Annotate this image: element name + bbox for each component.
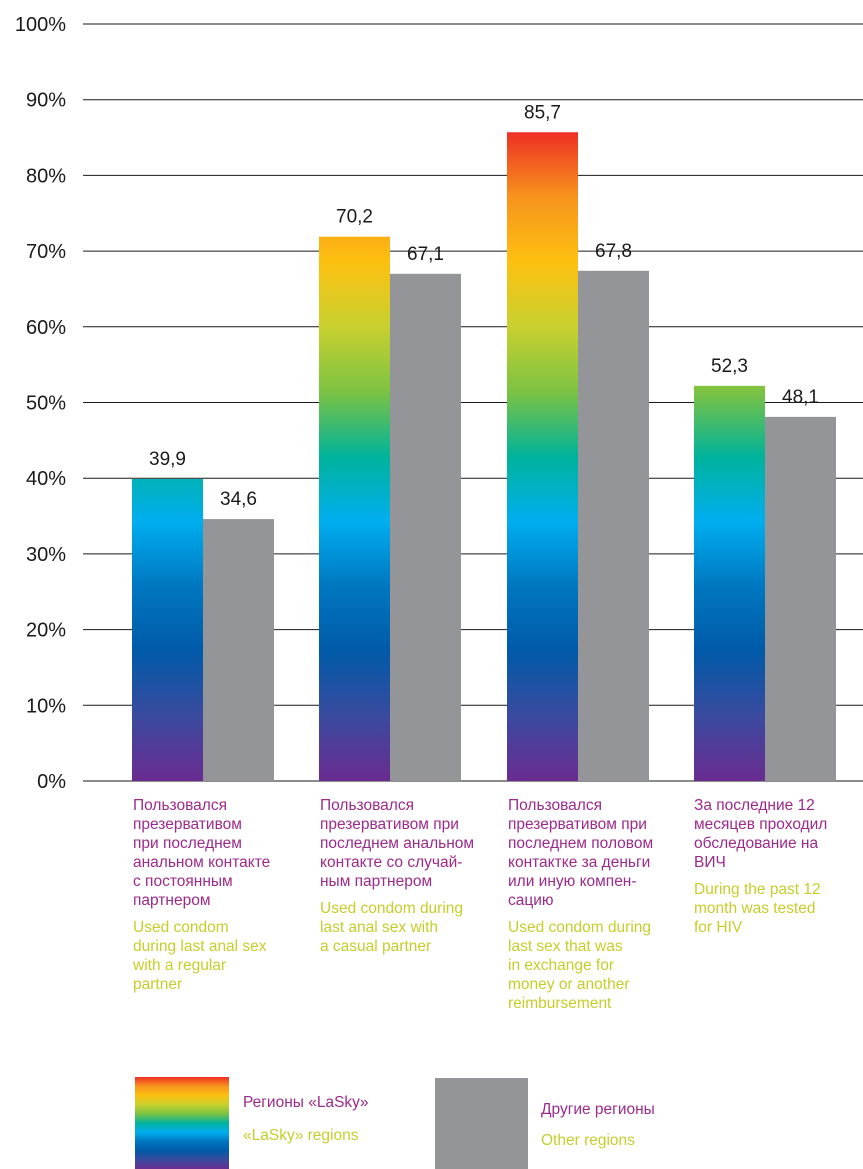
value-label-other-1: 67,1	[407, 244, 444, 265]
y-tick-label: 30%	[26, 544, 66, 566]
bar-lasky-2	[507, 132, 578, 782]
legend-label-other-ru: Другие регионы	[541, 1101, 655, 1118]
category-label-ru: За последние 12 месяцев проходил обследо…	[694, 797, 828, 871]
bar-lasky-1	[319, 236, 390, 782]
data-labels: 39,9 70,2 85,7 52,3 34,6 67,1 67,8 48,1	[149, 102, 819, 510]
y-tick-label: 10%	[26, 695, 66, 717]
legend-label-lasky-ru: Регионы «LaSky»	[243, 1094, 369, 1111]
y-tick-label: 80%	[26, 165, 66, 187]
y-tick-label: 60%	[26, 317, 66, 339]
bar-lasky-3	[694, 385, 765, 781]
category-label-ru: Пользовался презервативом при последнем …	[320, 797, 475, 890]
category-label-en: Used condom during last sex that was in …	[508, 919, 652, 1012]
bar-other-2	[578, 270, 649, 781]
y-axis-tick-labels: 0% 10% 20% 30% 40% 50% 60% 70% 80% 90% 100%	[15, 14, 66, 793]
bars	[132, 132, 836, 782]
y-tick-label: 70%	[26, 241, 66, 263]
bar-lasky-0	[132, 478, 203, 781]
value-label-lasky-1: 70,2	[336, 207, 373, 228]
category-label-1: Пользовался презервативом при последнем …	[320, 796, 474, 956]
category-label-ru: Пользовался презервативом при последнем …	[133, 797, 271, 909]
value-label-other-3: 48,1	[782, 387, 819, 408]
legend-swatches	[135, 1077, 528, 1169]
value-label-lasky-2: 85,7	[524, 102, 561, 123]
category-label-en: Used condom during last anal sex with a …	[320, 900, 464, 955]
y-tick-label: 40%	[26, 468, 66, 490]
legend-swatch-other	[435, 1078, 528, 1169]
legend-label-other-en: Other regions	[541, 1132, 635, 1149]
value-label-lasky-3: 52,3	[711, 356, 748, 377]
legend-swatch-lasky	[135, 1077, 229, 1169]
y-tick-label: 20%	[26, 620, 66, 642]
value-label-lasky-0: 39,9	[149, 449, 186, 470]
bar-other-3	[765, 416, 836, 781]
category-label-2: Пользовался презервативом при последнем …	[508, 796, 653, 1013]
y-tick-label: 90%	[26, 90, 66, 112]
y-tick-label: 100%	[15, 14, 66, 36]
y-tick-label: 0%	[37, 771, 66, 793]
category-label-ru: Пользовался презервативом при последнем …	[508, 797, 654, 909]
category-label-en: Used condom during last anal sex with a …	[133, 919, 267, 993]
bar-other-0	[203, 519, 274, 781]
category-label-0: Пользовался презервативом при последнем …	[133, 796, 270, 994]
legend-label-lasky-en: «LaSky» regions	[243, 1127, 359, 1144]
bar-other-1	[390, 273, 461, 781]
category-label-3: За последние 12 месяцев проходил обследо…	[694, 796, 827, 937]
y-tick-label: 50%	[26, 393, 66, 415]
value-label-other-0: 34,6	[220, 489, 257, 510]
value-label-other-2: 67,8	[595, 241, 632, 262]
category-label-en: During the past 12 month was tested for …	[694, 881, 821, 936]
